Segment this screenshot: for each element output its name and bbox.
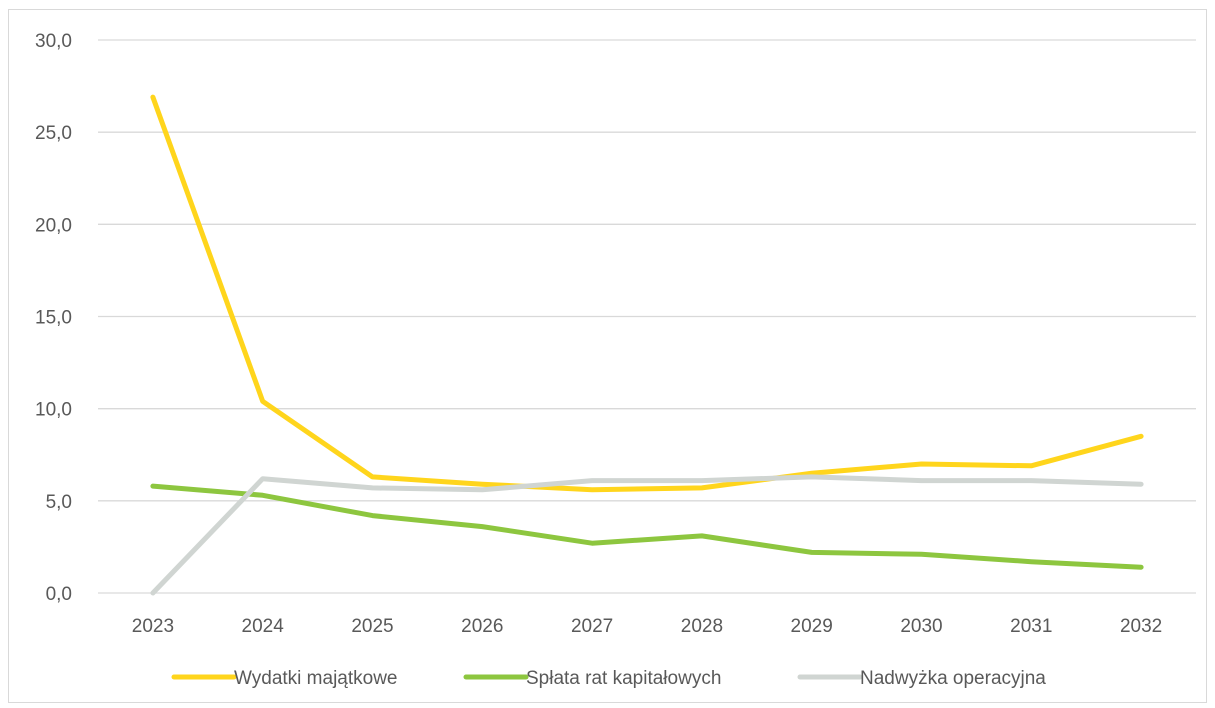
legend-item: Nadwyżka operacyjna <box>797 668 1046 689</box>
y-tick-label: 25,0 <box>35 123 72 144</box>
chart-frame <box>8 9 1207 703</box>
x-tick-label: 2032 <box>1120 616 1162 637</box>
legend: Wydatki majątkowe Spłata rat kapitałowych… <box>171 668 1046 689</box>
series-line-3 <box>150 474 1144 596</box>
legend-item: Spłata rat kapitałowych <box>463 668 721 689</box>
legend-label: Wydatki majątkowe <box>234 668 398 689</box>
y-tick-label: 15,0 <box>35 308 72 329</box>
y-tick-label: 20,0 <box>35 215 72 236</box>
legend-label: Spłata rat kapitałowych <box>526 668 721 689</box>
x-tick-label: 2024 <box>242 616 285 637</box>
x-tick-label: 2031 <box>1010 616 1052 637</box>
y-tick-label: 0,0 <box>46 584 72 605</box>
x-axis-ticks: 2023 2024 2025 2026 2027 2028 2029 2030 2031 2032 <box>132 616 1162 637</box>
gridlines <box>98 39 1196 594</box>
x-tick-label: 2025 <box>351 616 393 637</box>
x-tick-label: 2030 <box>900 616 942 637</box>
series-line-1 <box>150 94 1144 493</box>
legend-item: Wydatki majątkowe <box>171 668 398 689</box>
y-tick-label: 30,0 <box>35 31 72 52</box>
x-tick-label: 2026 <box>461 616 503 637</box>
legend-label: Nadwyżka operacyjna <box>860 668 1046 689</box>
series-line-2 <box>150 483 1144 570</box>
x-tick-label: 2027 <box>571 616 613 637</box>
y-axis-ticks: 0,0 5,0 10,0 15,0 20,0 25,0 30,0 <box>35 31 72 605</box>
x-tick-label: 2029 <box>791 616 833 637</box>
x-tick-label: 2028 <box>681 616 723 637</box>
series-lines <box>150 94 1144 596</box>
x-tick-label: 2023 <box>132 616 174 637</box>
y-tick-label: 10,0 <box>35 400 72 421</box>
y-tick-label: 5,0 <box>46 492 72 513</box>
